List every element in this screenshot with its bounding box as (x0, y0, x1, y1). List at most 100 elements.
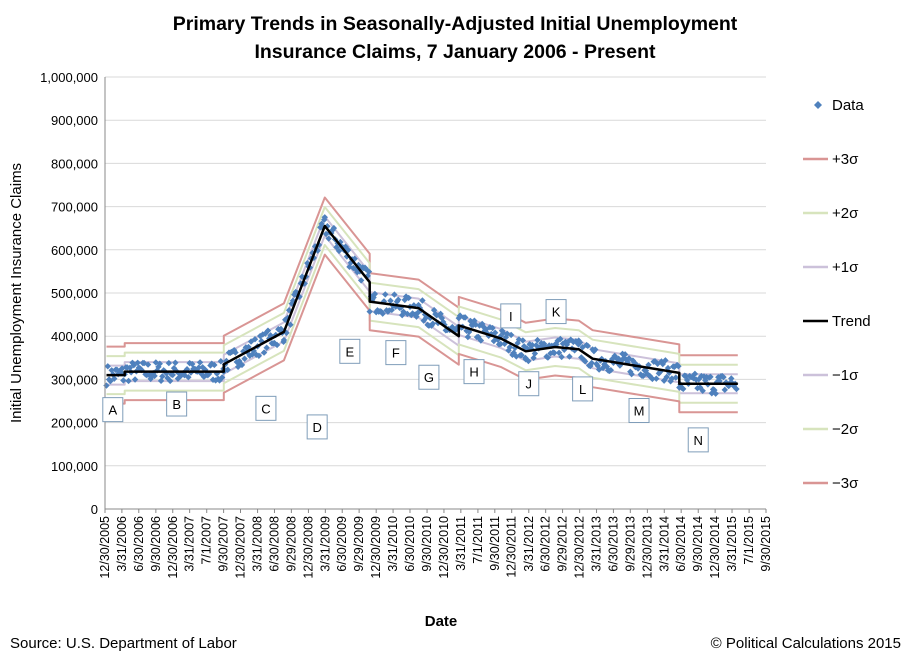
data-point (134, 359, 141, 366)
x-tick-label: 9/29/2012 (556, 516, 570, 572)
data-point (117, 369, 124, 376)
data-point (713, 378, 721, 386)
data-point (544, 354, 552, 361)
data-point (224, 366, 231, 373)
data-point (111, 375, 118, 382)
data-point (683, 376, 691, 384)
gridlines (105, 76, 766, 510)
y-tick-label: 600,000 (51, 243, 98, 258)
data-point (578, 354, 585, 361)
chart-title-line-1: Primary Trends in Seasonally-Adjusted In… (172, 13, 738, 35)
y-tick-label: 800,000 (51, 156, 98, 171)
legend-label: Trend (832, 313, 871, 330)
data-point (645, 361, 652, 369)
x-tick-label: 7/1/2007 (200, 516, 214, 565)
data-point (507, 331, 515, 339)
data-point (566, 353, 573, 360)
data-point (624, 359, 631, 366)
x-tick-label: 9/30/2015 (759, 516, 773, 572)
data-point (555, 349, 563, 357)
data-point (159, 373, 166, 380)
data-point (321, 214, 328, 221)
data-point (311, 243, 319, 250)
annotation-box (418, 364, 440, 390)
annotation-label: D (312, 420, 321, 435)
data-point (514, 339, 521, 347)
axes: 0 100,000 200,000 300,000 400,000 500,000 600,… (40, 70, 773, 579)
data-point (365, 268, 373, 275)
data-point (241, 355, 248, 362)
x-tick-label: 12/30/2013 (640, 516, 654, 579)
data-point (584, 342, 592, 350)
x-tick-label: 3/31/2007 (183, 516, 197, 572)
data-point (196, 359, 204, 366)
data-point (526, 341, 533, 348)
data-point (691, 370, 699, 378)
x-tick-label: 3/31/2008 (251, 516, 265, 572)
data-point (728, 375, 735, 382)
data-point (548, 342, 555, 349)
data-point (510, 349, 517, 356)
data-point (405, 294, 412, 302)
data-point (217, 358, 225, 365)
annotation-box (518, 371, 540, 397)
data-point (169, 371, 176, 379)
source-note: Source: U.S. Department of Labor (10, 635, 237, 652)
data-point (232, 349, 239, 356)
data-point (255, 352, 263, 359)
data-point (120, 377, 127, 384)
data-point (395, 296, 402, 303)
data-point (525, 357, 532, 365)
data-point (628, 370, 635, 378)
annotation-box (255, 395, 277, 421)
data-point (531, 350, 539, 357)
y-tick-label: 900,000 (51, 113, 98, 128)
data-point (563, 341, 571, 348)
data-point (103, 382, 110, 389)
y-axis-title: Initial Unemployment Insurance Claims (8, 163, 25, 423)
x-tick-label: 6/30/2012 (539, 516, 553, 572)
x-tick-label: 6/30/2013 (606, 516, 620, 572)
series-line-band (106, 244, 738, 404)
annotation-label: C (261, 401, 270, 416)
data-point (371, 290, 379, 298)
x-tick-label: 9/30/2010 (420, 516, 434, 572)
y-tick-label: 100,000 (51, 459, 98, 474)
series-line-trend (106, 224, 738, 385)
data-point (198, 370, 205, 377)
data-point (662, 357, 669, 364)
data-point (621, 351, 629, 358)
annotation-box (166, 391, 188, 417)
annotation-label: F (392, 346, 400, 361)
data-point (280, 336, 288, 344)
data-point (699, 387, 706, 394)
data-point (515, 336, 523, 343)
data-point (126, 364, 134, 371)
data-point (576, 339, 584, 346)
annotation-box (687, 427, 709, 453)
y-tick-label: 300,000 (51, 372, 98, 387)
series-line-band (106, 196, 738, 357)
annotation-box (500, 303, 522, 329)
trend-line (106, 224, 738, 385)
x-tick-label: 12/30/2012 (573, 516, 587, 579)
data-point (429, 320, 437, 327)
data-point (680, 385, 687, 393)
data-point (720, 373, 727, 381)
annotation-label: K (552, 305, 561, 320)
x-tick-label: 12/30/2007 (234, 516, 248, 579)
data-point (667, 378, 674, 385)
data-point (151, 372, 158, 380)
data-point (238, 361, 246, 369)
data-point (620, 354, 628, 362)
y-tick-label: 200,000 (51, 416, 98, 431)
x-tick-label: 3/31/2006 (115, 516, 129, 572)
data-point (599, 364, 607, 372)
legend-label: Data (832, 97, 864, 114)
data-point (582, 358, 589, 365)
legend-swatch-data (814, 101, 822, 109)
data-point (642, 367, 650, 374)
data-point (671, 363, 678, 371)
x-tick-label: 6/30/2008 (267, 516, 281, 572)
